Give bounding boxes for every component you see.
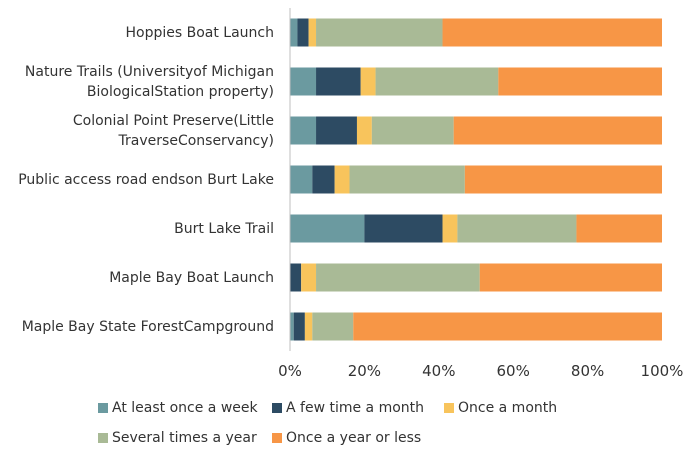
bar-segment [290,312,294,341]
legend-label: Once a year or less [286,430,422,446]
bar-segment [353,312,662,341]
bar-segment [576,214,662,243]
legend-item: Once a month [444,400,557,416]
bar-segment [364,214,443,243]
legend-label: A few time a month [286,400,425,416]
legend-item: At least once a week [98,400,258,416]
bar-segment [290,116,317,145]
x-tick-label: 20% [347,362,382,380]
category-label: Burt Lake Trail [174,220,274,237]
bar-segment [498,67,662,96]
category-label: Public access road endson Burt Lake [18,171,274,188]
legend-swatch [98,403,108,413]
bar-segment [375,67,499,96]
bar-segment [290,263,302,292]
bar-segment [316,263,480,292]
bar-segment [304,312,313,341]
bar-segment [290,18,298,47]
bar-segment [442,214,458,243]
bar-segment [290,165,313,194]
x-tick-label: 80% [570,362,605,380]
legend-item: Several times a year [98,430,257,446]
bar-segment [293,312,305,341]
category-label: Colonial Point Preserve(Little TraverseC… [72,112,274,149]
category-label: Maple Bay Boat Launch [109,269,274,286]
x-tick-label: 100% [640,362,684,380]
x-tick-label: 60% [496,362,530,380]
bar-segment [290,214,365,243]
bar-segment [453,116,662,145]
legend-label: Once a month [458,400,558,416]
legend-item: Once a year or less [272,430,421,446]
category-label: Maple Bay State ForestCampground [21,318,274,335]
legend-swatch [444,403,454,413]
category-label: Hoppies Boat Launch [125,24,275,41]
bar-segment [297,18,309,47]
legend-swatch [272,403,282,413]
bar-segment [479,263,662,292]
bar-segment [308,18,317,47]
x-tick-label: 40% [422,362,456,380]
bar-segment [312,165,335,194]
bar-segment [290,67,317,96]
legend-swatch [272,433,282,443]
legend-swatch [98,433,108,443]
bar-segment [464,165,662,194]
legend-label: Several times a year [112,430,257,446]
bar-segment [312,312,354,341]
bar-segment [457,214,577,243]
legend-item: A few time a month [272,400,424,416]
bar-segment [356,116,372,145]
bar-segment [316,116,357,145]
bar-segment [316,67,361,96]
bar-segment [360,67,376,96]
bar-segment [371,116,454,145]
bar-segment [349,165,465,194]
bar-segment [301,263,317,292]
bar-segment [442,18,662,47]
legend-label: At least once a week [112,400,258,416]
bar-segment [334,165,350,194]
bar-segment [316,18,443,47]
x-tick-label: 0% [278,362,302,380]
category-label: Nature Trails (Universityof Michigan Bio… [24,63,274,100]
